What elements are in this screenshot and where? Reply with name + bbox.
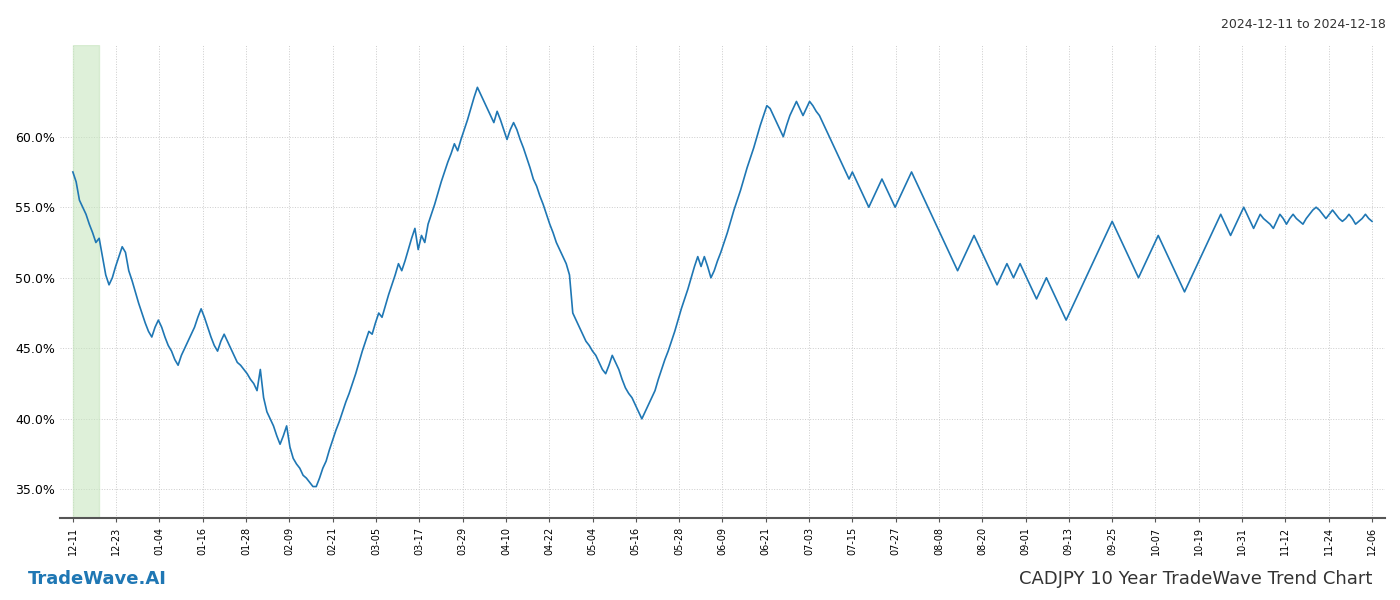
Text: 2024-12-11 to 2024-12-18: 2024-12-11 to 2024-12-18 [1221,18,1386,31]
Bar [73,45,99,518]
Text: CADJPY 10 Year TradeWave Trend Chart: CADJPY 10 Year TradeWave Trend Chart [1019,570,1372,588]
Text: TradeWave.AI: TradeWave.AI [28,570,167,588]
